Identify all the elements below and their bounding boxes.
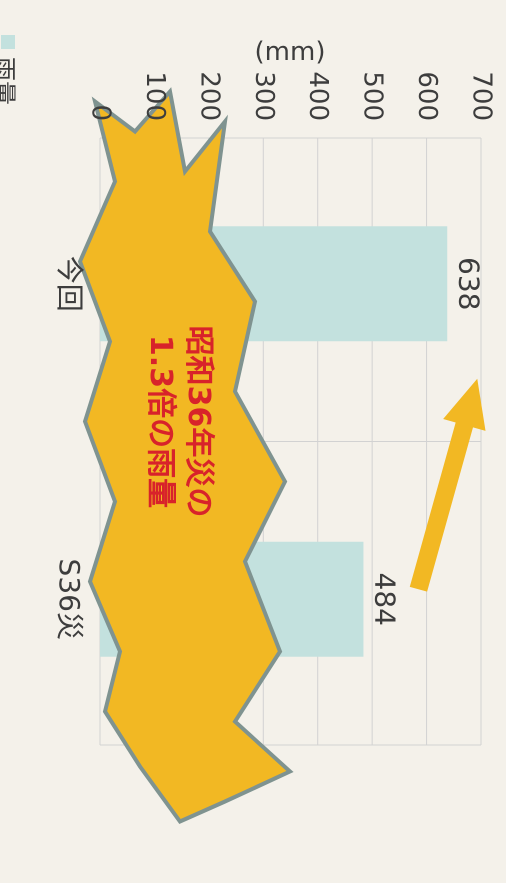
data-label: 638 [452, 257, 485, 310]
y-tick-label: 100 [140, 71, 170, 121]
burst-shape [77, 87, 294, 824]
y-tick-label: 600 [412, 71, 442, 121]
legend-swatch [1, 35, 15, 49]
y-tick-label: 400 [303, 71, 333, 121]
increase-arrow [409, 378, 486, 592]
y-tick-label: 500 [358, 71, 388, 121]
y-unit-label: (mm) [255, 37, 326, 67]
y-tick-label: 200 [194, 71, 224, 121]
annotation-line2: 1.3倍の雨量 [143, 335, 178, 508]
data-label: 484 [368, 573, 401, 626]
category-label: S36災 [53, 559, 86, 640]
annotation-line1: 昭和36年災の [181, 326, 216, 518]
legend-label: 雨量 [0, 57, 18, 105]
y-tick-label: 700 [467, 71, 497, 121]
y-tick-label: 0 [86, 104, 116, 121]
chart-labels: 0 100 200 300 400 500 600 700 (mm) S36災 今回 484 638 雨量 [0, 35, 497, 640]
arrow-shape [409, 378, 486, 592]
y-tick-label: 300 [249, 71, 279, 121]
category-label: 今回 [53, 256, 86, 312]
